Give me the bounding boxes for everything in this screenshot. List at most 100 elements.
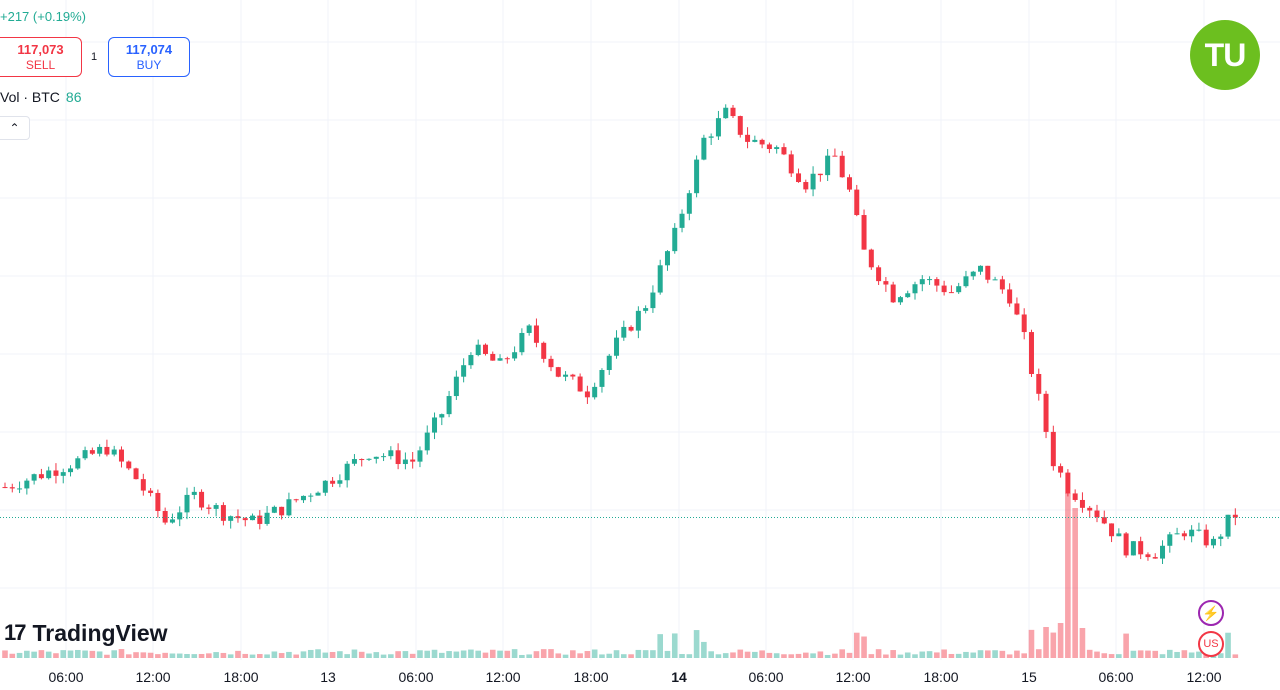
volume-bar bbox=[453, 651, 460, 658]
candle-body bbox=[344, 463, 350, 481]
volume-bar bbox=[271, 651, 278, 658]
tradingview-watermark[interactable]: 17 TradingView bbox=[4, 619, 168, 647]
volume-bar bbox=[883, 654, 889, 658]
candle-body bbox=[300, 495, 306, 501]
candle-body bbox=[1079, 499, 1085, 508]
volume-bar bbox=[1006, 654, 1013, 658]
volume-legend[interactable]: Vol · BTC 86 bbox=[0, 89, 81, 105]
volume-bar bbox=[1028, 629, 1035, 658]
volume-bar bbox=[206, 653, 212, 658]
volume-bar bbox=[1043, 626, 1049, 658]
volume-bar bbox=[38, 650, 45, 658]
volume-bar bbox=[926, 651, 933, 658]
volume-bar bbox=[686, 654, 693, 658]
candle-body bbox=[956, 286, 962, 293]
volume-bar bbox=[788, 654, 795, 658]
x-axis-tick-label: 18:00 bbox=[923, 669, 959, 685]
candle-body bbox=[730, 107, 736, 117]
candle-body bbox=[1218, 536, 1224, 539]
us-flag-icon[interactable]: US bbox=[1198, 631, 1224, 657]
volume-bar bbox=[817, 651, 824, 658]
volume-bar bbox=[286, 651, 292, 658]
candle-body bbox=[628, 326, 634, 331]
candle-body bbox=[643, 308, 649, 311]
volume-bar bbox=[701, 641, 707, 658]
candle-body bbox=[854, 189, 860, 216]
candle-body bbox=[555, 367, 561, 377]
candle-body bbox=[490, 353, 496, 361]
candle-body bbox=[577, 376, 583, 392]
volume-bar bbox=[235, 650, 241, 658]
volume-bar bbox=[781, 654, 787, 658]
tu-logo[interactable]: TU bbox=[1190, 20, 1260, 90]
candle-body bbox=[1189, 529, 1195, 537]
candle-body bbox=[672, 227, 678, 252]
volume-bar bbox=[730, 652, 736, 658]
volume-bar bbox=[475, 650, 481, 658]
volume-bar bbox=[31, 651, 37, 658]
sell-button[interactable]: 117,073 SELL bbox=[0, 37, 82, 77]
candle-body bbox=[366, 458, 372, 460]
volume-bar bbox=[861, 636, 867, 658]
candle-body bbox=[1196, 529, 1202, 531]
volume-bar bbox=[176, 653, 183, 658]
candle-body bbox=[883, 281, 889, 285]
collapse-legend-button[interactable]: ⌃ bbox=[0, 116, 30, 140]
candle-body bbox=[992, 279, 998, 281]
volume-bar bbox=[213, 652, 219, 658]
time-axis[interactable]: 06:00 12:00 18:00 13 06:00 12:00 18:00 14 06:00 1… bbox=[0, 660, 1280, 690]
sell-label: SELL bbox=[25, 58, 56, 72]
candle-body bbox=[686, 193, 692, 214]
volume-bar bbox=[169, 653, 176, 658]
buy-button[interactable]: 117,074 BUY bbox=[108, 37, 190, 77]
volume-bar bbox=[963, 651, 969, 658]
candle-body bbox=[38, 474, 44, 479]
volume-bar bbox=[970, 652, 977, 658]
candle-body bbox=[126, 461, 132, 469]
volume-bar bbox=[104, 654, 110, 658]
volume-legend-value: 86 bbox=[65, 89, 82, 105]
candle-body bbox=[1058, 466, 1064, 473]
candle-body bbox=[89, 450, 95, 454]
candle-body bbox=[24, 480, 30, 489]
price-change: +217 (+0.19%) bbox=[0, 9, 87, 24]
volume-bar bbox=[621, 654, 627, 658]
candle-body bbox=[482, 344, 488, 354]
candle-body bbox=[846, 177, 852, 190]
volume-bar bbox=[373, 652, 380, 658]
candle-body bbox=[752, 139, 758, 142]
volume-bar bbox=[1072, 508, 1078, 658]
volume-bar bbox=[853, 632, 860, 658]
volume-bar bbox=[904, 652, 911, 658]
x-axis-tick-label: 06:00 bbox=[48, 669, 84, 685]
candle-body bbox=[1116, 533, 1122, 537]
volume-bar bbox=[322, 652, 329, 658]
volume-bar bbox=[1167, 649, 1173, 658]
volume-bar bbox=[1152, 650, 1159, 658]
volume-bar bbox=[329, 651, 336, 658]
candle-body bbox=[315, 492, 321, 496]
candle-body bbox=[519, 332, 525, 353]
volume-bar bbox=[16, 652, 23, 658]
candle-body bbox=[1181, 533, 1187, 537]
volume-bar bbox=[1086, 649, 1093, 658]
volume-bar bbox=[424, 650, 431, 658]
volume-bar bbox=[555, 653, 562, 658]
volume-bar bbox=[766, 652, 773, 658]
x-axis-tick-label: 18:00 bbox=[573, 669, 609, 685]
volume-bar bbox=[82, 650, 88, 658]
candle-body bbox=[897, 297, 903, 303]
volume-bar bbox=[642, 650, 649, 658]
candle-body bbox=[599, 370, 605, 387]
candle-body bbox=[286, 499, 292, 516]
volume-bar bbox=[96, 651, 103, 658]
bolt-icon[interactable]: ⚡ bbox=[1198, 600, 1224, 626]
x-axis-tick-label: 12:00 bbox=[485, 669, 521, 685]
volume-bar bbox=[664, 650, 671, 658]
candle-body bbox=[177, 512, 183, 520]
candle-body bbox=[1167, 534, 1173, 546]
candle-body bbox=[664, 251, 670, 266]
volume-bar bbox=[1196, 651, 1202, 658]
candle-body bbox=[1109, 523, 1115, 537]
